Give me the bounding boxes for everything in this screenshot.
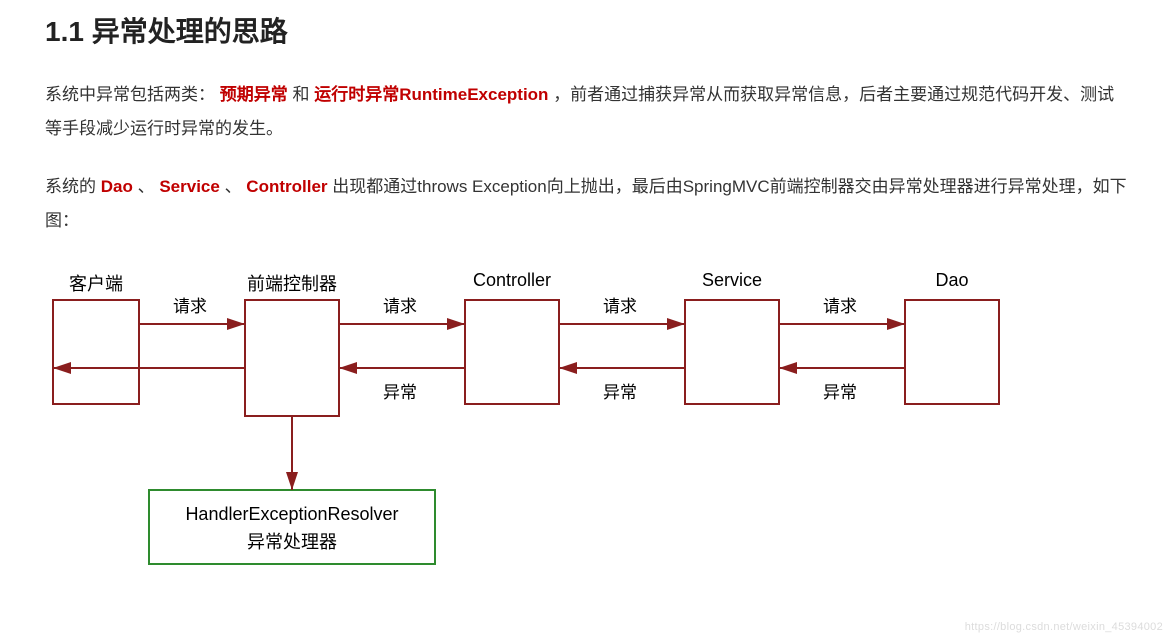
- keyword-controller: Controller: [246, 177, 327, 196]
- text: 、: [138, 177, 155, 196]
- exception-flow-diagram: HandlerExceptionResolver异常处理器 客户端前端控制器Co…: [45, 262, 1115, 582]
- edge-label-controller-service: 请求: [603, 292, 637, 317]
- resolver-label-line1: HandlerExceptionResolver: [185, 504, 398, 524]
- edge-label-service-controller: 异常: [603, 378, 637, 403]
- resolver-label-line2: 异常处理器: [247, 532, 337, 552]
- node-controller: [465, 300, 559, 404]
- node-label-dao: Dao: [892, 270, 1012, 291]
- node-client: [53, 300, 139, 404]
- edge-label-front-controller: 请求: [383, 292, 417, 317]
- edge-label-service-dao: 请求: [823, 292, 857, 317]
- paragraph-2: 系统的 Dao 、 Service 、 Controller 出现都通过thro…: [45, 170, 1128, 238]
- node-resolver: [149, 490, 435, 564]
- keyword-service: Service: [159, 177, 220, 196]
- keyword-dao: Dao: [101, 177, 133, 196]
- text: 系统中异常包括两类：: [45, 85, 215, 104]
- node-label-controller: Controller: [452, 270, 572, 291]
- edge-label-controller-front: 异常: [383, 378, 417, 403]
- keyword-expected-exception: 预期异常: [220, 85, 288, 104]
- edge-label-dao-service: 异常: [823, 378, 857, 403]
- node-service: [685, 300, 779, 404]
- node-label-client: 客户端: [36, 270, 156, 296]
- node-dao: [905, 300, 999, 404]
- paragraph-1: 系统中异常包括两类： 预期异常 和 运行时异常RuntimeException …: [45, 78, 1128, 146]
- text: 系统的: [45, 177, 96, 196]
- text: 、: [225, 177, 242, 196]
- edge-label-client-front: 请求: [173, 292, 207, 317]
- node-label-service: Service: [672, 270, 792, 291]
- section-heading: 1.1 异常处理的思路: [45, 10, 1128, 50]
- text: 和: [292, 85, 309, 104]
- keyword-runtime-exception: 运行时异常RuntimeException: [314, 85, 548, 104]
- node-front: [245, 300, 339, 416]
- node-label-front: 前端控制器: [232, 270, 352, 296]
- watermark: https://blog.csdn.net/weixin_45394002: [965, 621, 1163, 633]
